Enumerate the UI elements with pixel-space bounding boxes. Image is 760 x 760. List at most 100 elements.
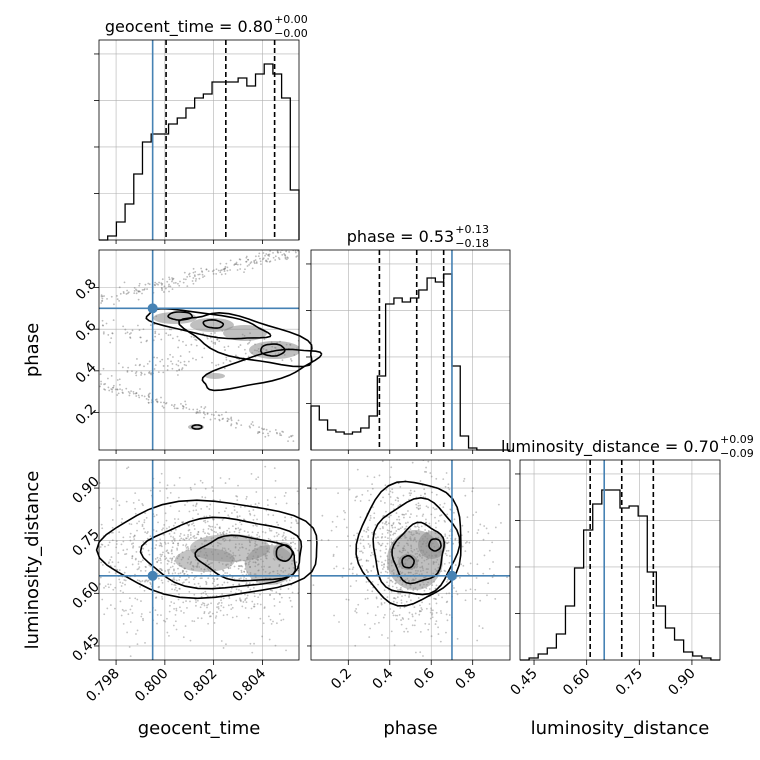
sample-point [245, 497, 248, 500]
sample-point [214, 617, 217, 619]
sample-point [285, 579, 288, 582]
sample-point [359, 516, 362, 519]
sample-point [131, 557, 134, 560]
sample-point [155, 539, 158, 542]
sample-point [285, 250, 288, 253]
sample-point [120, 521, 123, 524]
x-tick-label: 0.798 [83, 666, 123, 706]
sample-point [99, 385, 101, 388]
sample-point [171, 588, 173, 591]
contour-line [178, 311, 313, 368]
sample-point [206, 413, 209, 415]
sample-point [348, 553, 350, 555]
sample-point [428, 623, 431, 626]
sample-point [253, 605, 256, 608]
sample-point [500, 522, 502, 524]
sample-point [159, 568, 161, 570]
sample-point [409, 528, 412, 531]
sample-point [239, 263, 242, 266]
sample-point [110, 508, 113, 510]
sample-point [366, 489, 369, 492]
contour-line [428, 538, 442, 552]
sample-point [129, 655, 132, 658]
sample-point [132, 392, 135, 395]
sample-point [249, 588, 252, 591]
sample-point [275, 531, 278, 534]
sample-point [382, 496, 384, 499]
sample-point [192, 522, 195, 525]
sample-point [79, 572, 81, 574]
sample-point [134, 558, 137, 561]
sample-point [216, 577, 219, 580]
sample-point [149, 535, 152, 538]
sample-point [292, 440, 295, 443]
sample-point [223, 367, 226, 370]
sample-point [432, 507, 435, 509]
sample-point [187, 576, 190, 579]
sample-point [274, 496, 277, 499]
sample-point [328, 555, 330, 557]
sample-point [278, 258, 281, 261]
sample-point [235, 495, 238, 497]
sample-point [384, 552, 387, 554]
sample-point [424, 622, 427, 625]
sample-point [204, 519, 207, 522]
sample-point [122, 290, 125, 293]
sample-point [447, 541, 450, 544]
y-tick-label: 0.4 [73, 359, 100, 386]
sample-point [197, 531, 200, 533]
sample-point [100, 383, 102, 385]
sample-point [422, 655, 424, 657]
sample-point [118, 504, 121, 507]
sample-point [166, 280, 169, 283]
sample-point [186, 285, 189, 288]
sample-point [118, 286, 121, 289]
sample-point [188, 350, 191, 353]
sample-point [137, 394, 140, 397]
sample-point [425, 521, 427, 524]
sample-point [133, 289, 136, 292]
sample-point [190, 488, 192, 491]
sample-point [64, 550, 66, 552]
x-tick-label: 0.6 [411, 665, 438, 692]
sample-point [173, 405, 175, 408]
sample-point [399, 527, 402, 530]
sample-point [211, 361, 213, 364]
sample-point [158, 281, 160, 284]
sample-point [369, 627, 372, 630]
sample-point [381, 561, 383, 564]
sample-point [320, 539, 323, 541]
sample-point [212, 414, 215, 416]
sample-point [391, 526, 394, 529]
sample-point [114, 586, 117, 589]
sample-point [153, 283, 156, 286]
sample-point [215, 273, 218, 275]
sample-point [440, 436, 442, 438]
sample-point [102, 367, 105, 370]
sample-point [201, 273, 204, 276]
sample-point [45, 593, 47, 595]
sample-point [389, 608, 392, 610]
sample-point [237, 419, 240, 422]
sample-point [204, 496, 207, 499]
title-luminosity_distance: luminosity_distance = 0.70 +0.09−0.09 [501, 433, 754, 460]
sample-point [301, 562, 303, 564]
sample-point [435, 620, 438, 623]
truth-point [446, 570, 457, 581]
sample-point [202, 520, 205, 523]
sample-point [75, 558, 77, 560]
sample-point [182, 405, 185, 408]
sample-point [384, 570, 387, 573]
sample-point [113, 303, 115, 306]
sample-point [44, 599, 46, 601]
sample-point [355, 608, 358, 610]
frame [98, 459, 300, 661]
sample-point [461, 545, 464, 548]
sample-point [236, 495, 239, 498]
sample-point [160, 569, 163, 572]
sample-point [217, 607, 220, 610]
sample-point [261, 531, 264, 533]
sample-point [211, 582, 214, 585]
sample-point [354, 644, 357, 647]
sample-point [466, 572, 469, 575]
